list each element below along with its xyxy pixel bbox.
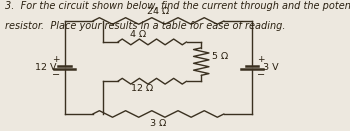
Text: +: +	[52, 55, 60, 64]
Text: 3.  For the circuit shown below, find the current through and the potential diff: 3. For the circuit shown below, find the…	[5, 1, 350, 11]
Text: 24 Ω: 24 Ω	[147, 7, 169, 16]
Text: 4 Ω: 4 Ω	[130, 30, 146, 39]
Text: −: −	[257, 70, 265, 80]
Text: resistor.  Place your results in a table for ease of reading.: resistor. Place your results in a table …	[5, 21, 286, 31]
Text: 3 V: 3 V	[264, 63, 279, 72]
Text: −: −	[52, 70, 60, 80]
Text: 12 Ω: 12 Ω	[131, 84, 153, 93]
Text: +: +	[257, 55, 265, 64]
Text: 3 Ω: 3 Ω	[150, 119, 167, 128]
Text: 5 Ω: 5 Ω	[212, 52, 229, 61]
Text: 12 V: 12 V	[35, 63, 56, 72]
